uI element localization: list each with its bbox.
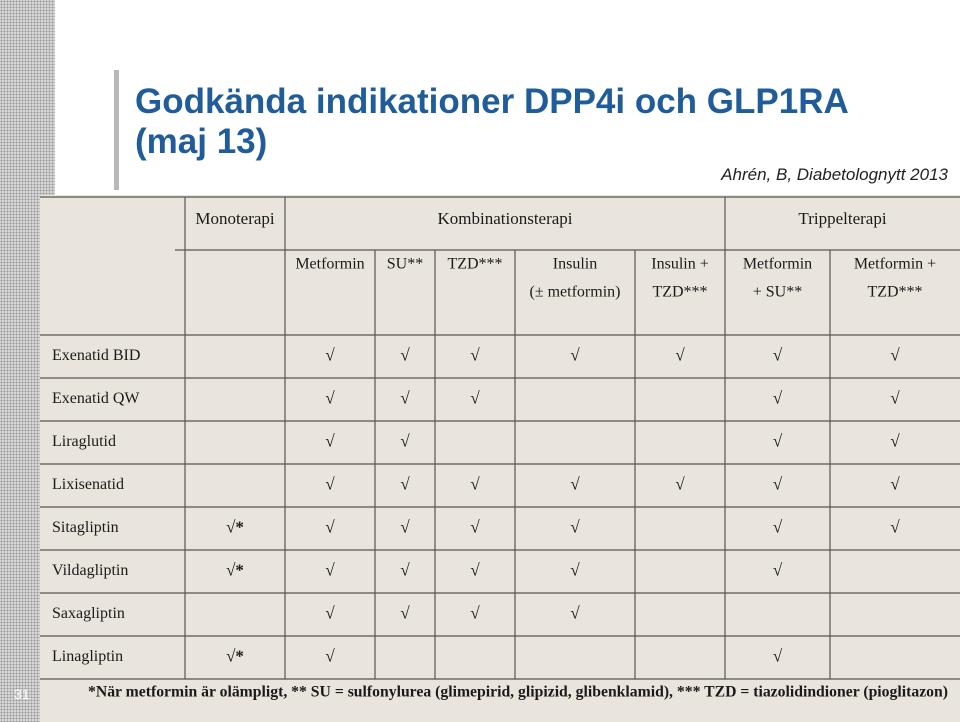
title-bar [114,70,119,190]
row-label: Exenatid BID [52,347,140,364]
title-line: Godkända indikationer DPP4i och GLP1RA [135,82,849,121]
check-cell: √ [890,431,900,450]
check-cell: √ [773,388,783,407]
check-cell: √ [400,388,410,407]
check-cell: √ [570,603,580,622]
citation: Ahrén, B, Diabetolognytt 2013 [721,165,948,184]
check-cell: √ [400,603,410,622]
check-cell: √ [773,646,783,665]
column-header: SU** [387,256,423,273]
check-cell: √ [570,474,580,493]
check-cell: √ [325,431,335,450]
check-cell: √ [675,345,685,364]
group-header: Monoterapi [195,209,275,228]
check-cell: √ [470,560,480,579]
group-header: Trippelterapi [798,209,886,228]
slide-number: 31 [14,686,30,702]
check-cell: √ [570,517,580,536]
check-cell: √* [226,646,244,665]
slide-title: Godkända indikationer DPP4i och GLP1RA (… [135,82,849,162]
check-cell: √ [890,345,900,364]
row-label: Linagliptin [52,648,123,665]
check-cell: √ [470,388,480,407]
check-cell: √ [325,603,335,622]
column-header: Insulin [553,256,597,273]
check-cell: √ [325,560,335,579]
check-cell: √ [773,345,783,364]
row-label: Saxagliptin [52,605,125,622]
row-label: Exenatid QW [52,390,140,407]
table-background [40,195,960,722]
check-cell: √ [325,517,335,536]
check-cell: √ [773,517,783,536]
check-cell: √ [325,388,335,407]
row-label: Lixisenatid [52,476,124,493]
column-header: TZD*** [652,284,707,301]
check-cell: √ [773,560,783,579]
column-header: TZD*** [867,284,922,301]
column-header: Metformin [743,256,812,273]
check-cell: √ [400,474,410,493]
check-cell: √ [890,474,900,493]
check-cell: √ [470,517,480,536]
title-line: (maj 13) [135,122,268,161]
column-header: Metformin + [854,256,936,273]
check-cell: √ [325,474,335,493]
group-header: Kombinationsterapi [437,209,572,228]
check-cell: √ [400,517,410,536]
footnote: *När metformin är olämpligt, ** SU = sul… [88,684,948,701]
check-cell: √ [570,345,580,364]
column-header: TZD*** [447,256,502,273]
check-cell: √ [400,560,410,579]
check-cell: √ [890,388,900,407]
check-cell: √ [773,474,783,493]
row-label: Sitagliptin [52,519,119,536]
check-cell: √ [570,560,580,579]
check-cell: √ [890,517,900,536]
check-cell: √ [470,603,480,622]
check-cell: √ [325,646,335,665]
check-cell: √* [226,517,244,536]
check-cell: √ [773,431,783,450]
row-label: Vildagliptin [52,562,128,579]
check-cell: √ [675,474,685,493]
row-label: Liraglutid [52,433,116,450]
column-header: Insulin + [651,256,708,273]
column-header: + SU** [753,284,802,301]
check-cell: √ [470,345,480,364]
column-header: Metformin [295,256,364,273]
check-cell: √ [400,345,410,364]
check-cell: √* [226,560,244,579]
check-cell: √ [470,474,480,493]
column-header: (± metformin) [530,284,621,301]
check-cell: √ [325,345,335,364]
check-cell: √ [400,431,410,450]
